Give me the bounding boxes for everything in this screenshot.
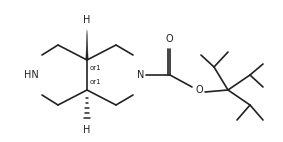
Text: HN: HN [23, 70, 38, 80]
Text: or1: or1 [90, 79, 102, 85]
Text: or1: or1 [90, 65, 102, 71]
Text: O: O [165, 34, 173, 44]
Text: O: O [195, 85, 203, 95]
Text: H: H [83, 125, 91, 135]
Text: H: H [83, 15, 91, 25]
Polygon shape [86, 30, 88, 60]
Text: N: N [137, 70, 145, 80]
